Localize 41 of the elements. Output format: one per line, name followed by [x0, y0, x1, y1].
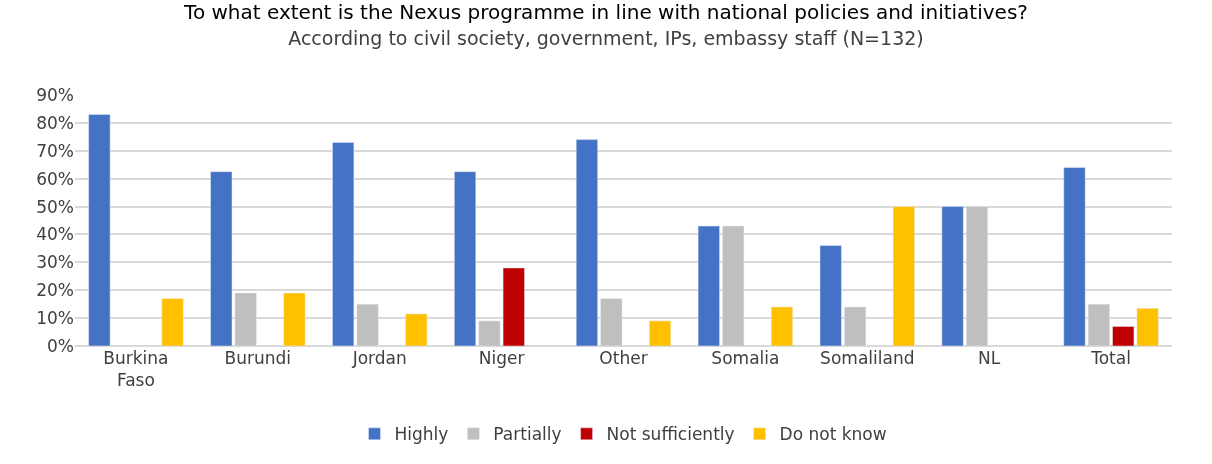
- x-tick-label: NL: [978, 348, 1001, 368]
- x-tick-label: Burkina Faso: [103, 348, 169, 391]
- bar: [454, 171, 477, 346]
- bar: [770, 306, 793, 346]
- bar: [844, 306, 867, 346]
- bar: [405, 313, 428, 346]
- y-tick-label: 0%: [47, 335, 74, 356]
- bar: [600, 298, 623, 346]
- x-tick-label: Somaliland: [820, 348, 915, 368]
- y-tick-label: 60%: [36, 168, 74, 189]
- x-tick-label: Somalia: [711, 348, 780, 368]
- bar: [161, 298, 184, 346]
- x-tick-label: Jordan: [351, 348, 407, 368]
- x-tick-label: Burundi: [224, 348, 292, 368]
- bar: [941, 206, 964, 346]
- legend-label: Not sufficiently: [606, 424, 735, 445]
- bar: [819, 245, 842, 346]
- legend-label: Partially: [493, 424, 562, 445]
- chart-title: To what extent is the Nexus programme in line with national policies and initiatives?: [183, 0, 1028, 24]
- legend-label: Highly: [394, 424, 449, 445]
- y-tick-label: 20%: [36, 280, 74, 301]
- x-tick-label: Total: [1090, 348, 1131, 368]
- y-tick-label: 50%: [36, 196, 74, 217]
- x-tick-label: Other: [599, 348, 648, 368]
- bar: [697, 225, 720, 346]
- y-tick-label: 10%: [36, 308, 74, 329]
- chart-subtitle: According to civil society, government, IPs, embassy staff (N=132): [288, 26, 924, 49]
- bar: [575, 139, 598, 346]
- legend-label: Do not know: [779, 424, 887, 445]
- bar: [88, 114, 111, 346]
- y-tick-label: 30%: [36, 252, 74, 273]
- bar: [649, 320, 672, 346]
- bar: [892, 206, 915, 346]
- bar: [722, 225, 745, 346]
- bar: [283, 292, 306, 346]
- bar: [966, 206, 988, 346]
- y-tick-label: 70%: [36, 140, 74, 161]
- x-tick-label: Niger: [478, 348, 525, 368]
- y-tick-label: 80%: [36, 112, 74, 133]
- y-tick-label: 90%: [36, 84, 74, 105]
- y-tick-label: 40%: [36, 224, 74, 245]
